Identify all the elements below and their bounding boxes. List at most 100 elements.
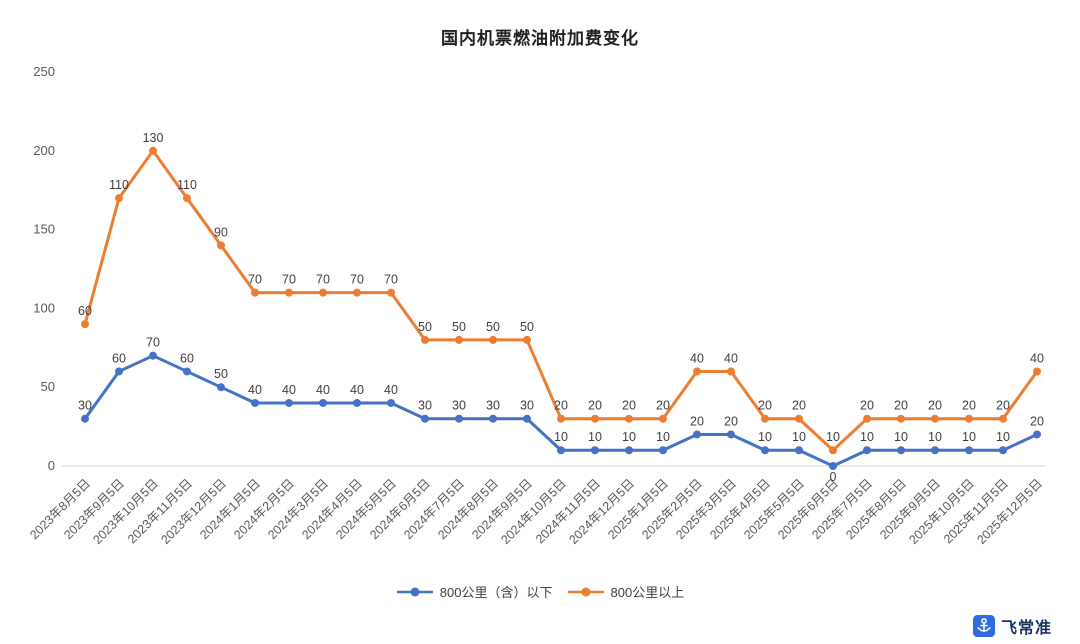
data-point (81, 320, 89, 329)
data-point (455, 414, 463, 423)
data-point (999, 446, 1007, 455)
data-point (557, 446, 565, 455)
svg-text:0: 0 (48, 458, 55, 473)
svg-text:70: 70 (316, 273, 330, 287)
svg-text:90: 90 (214, 225, 228, 239)
svg-text:40: 40 (248, 383, 262, 397)
svg-text:20: 20 (928, 399, 942, 413)
data-point (693, 367, 701, 376)
svg-text:20: 20 (860, 399, 874, 413)
svg-text:60: 60 (112, 351, 126, 365)
svg-text:30: 30 (418, 399, 432, 413)
data-labels-0: 30 60 70 60 50 40 40 40 40 40 30 30 30 30 10 10 10 10 20 20… (78, 336, 1044, 484)
svg-text:20: 20 (792, 399, 806, 413)
data-point (251, 288, 259, 297)
svg-text:110: 110 (109, 178, 129, 192)
brand-logo: 飞常准 (972, 614, 1052, 638)
data-point (829, 462, 837, 470)
data-point (1033, 430, 1041, 439)
svg-text:40: 40 (316, 383, 330, 397)
svg-text:10: 10 (860, 430, 874, 444)
data-point (625, 446, 633, 455)
svg-text:30: 30 (78, 399, 92, 413)
data-point (795, 414, 803, 423)
data-point (625, 414, 633, 423)
svg-text:70: 70 (350, 273, 364, 287)
data-point (999, 414, 1007, 423)
data-point (693, 430, 701, 439)
svg-text:10: 10 (792, 430, 806, 444)
svg-text:10: 10 (928, 430, 942, 444)
legend-label-under-800km: 800公里（含）以下 (439, 585, 553, 600)
svg-text:30: 30 (486, 399, 500, 413)
svg-text:10: 10 (962, 430, 976, 444)
data-point (863, 414, 871, 423)
svg-text:10: 10 (656, 430, 670, 444)
brand-name: 飞常准 (1000, 620, 1052, 637)
svg-text:10: 10 (554, 430, 568, 444)
legend-label-over-800km: 800公里以上 (610, 585, 685, 600)
svg-text:20: 20 (690, 414, 704, 428)
data-point (455, 335, 463, 344)
data-point (353, 288, 361, 297)
line-marker-icon (396, 587, 433, 596)
svg-text:20: 20 (622, 399, 636, 413)
svg-text:150: 150 (33, 222, 55, 237)
data-point (659, 414, 667, 423)
data-point (353, 398, 361, 407)
series-line-1 (81, 146, 1041, 455)
data-point (1033, 367, 1041, 376)
svg-text:250: 250 (33, 64, 55, 79)
data-point (591, 446, 599, 455)
data-labels-1: 60 110 130 110 90 70 70 70 70 70 50 50 50 50 20 20 20 20 4… (78, 131, 1044, 444)
data-point (421, 414, 429, 423)
svg-text:70: 70 (146, 336, 160, 350)
data-point (387, 398, 395, 407)
svg-text:10: 10 (622, 430, 636, 444)
data-point (523, 414, 531, 423)
data-point (115, 367, 123, 376)
data-point (217, 241, 225, 250)
data-point (81, 414, 89, 423)
data-point (931, 446, 939, 455)
svg-text:20: 20 (758, 399, 772, 413)
legend: 800公里（含）以下 800公里以上 (0, 582, 1080, 601)
svg-text:10: 10 (996, 430, 1010, 444)
series-line-0 (81, 351, 1041, 470)
data-point (319, 288, 327, 297)
svg-text:10: 10 (588, 430, 602, 444)
data-point (183, 194, 191, 203)
svg-text:10: 10 (826, 430, 840, 444)
data-point (863, 446, 871, 455)
data-point (319, 398, 327, 407)
chart-title: 国内机票燃油附加费变化 (441, 29, 639, 48)
data-point (931, 414, 939, 423)
line-marker-icon (567, 587, 604, 596)
svg-text:10: 10 (758, 430, 772, 444)
svg-text:30: 30 (520, 399, 534, 413)
svg-text:40: 40 (350, 383, 364, 397)
svg-text:20: 20 (656, 399, 670, 413)
data-point (659, 446, 667, 455)
data-point (183, 367, 191, 376)
data-point (965, 414, 973, 423)
data-point (591, 414, 599, 423)
svg-text:100: 100 (33, 300, 55, 315)
data-point (761, 414, 769, 423)
data-point (285, 288, 293, 297)
svg-text:50: 50 (418, 320, 432, 334)
x-axis-labels: 2023年8月5日2023年9月5日2023年10月5日2023年11月5日20… (27, 476, 1045, 547)
svg-text:40: 40 (1030, 351, 1044, 365)
data-point (727, 430, 735, 439)
svg-text:70: 70 (384, 273, 398, 287)
y-axis-labels: 0 50 100 150 200 250 (33, 64, 55, 473)
svg-text:40: 40 (690, 351, 704, 365)
svg-text:50: 50 (41, 379, 55, 394)
data-point (829, 446, 837, 455)
data-point (523, 335, 531, 344)
data-point (761, 446, 769, 455)
svg-text:20: 20 (894, 399, 908, 413)
data-point (965, 446, 973, 455)
data-point (489, 335, 497, 344)
